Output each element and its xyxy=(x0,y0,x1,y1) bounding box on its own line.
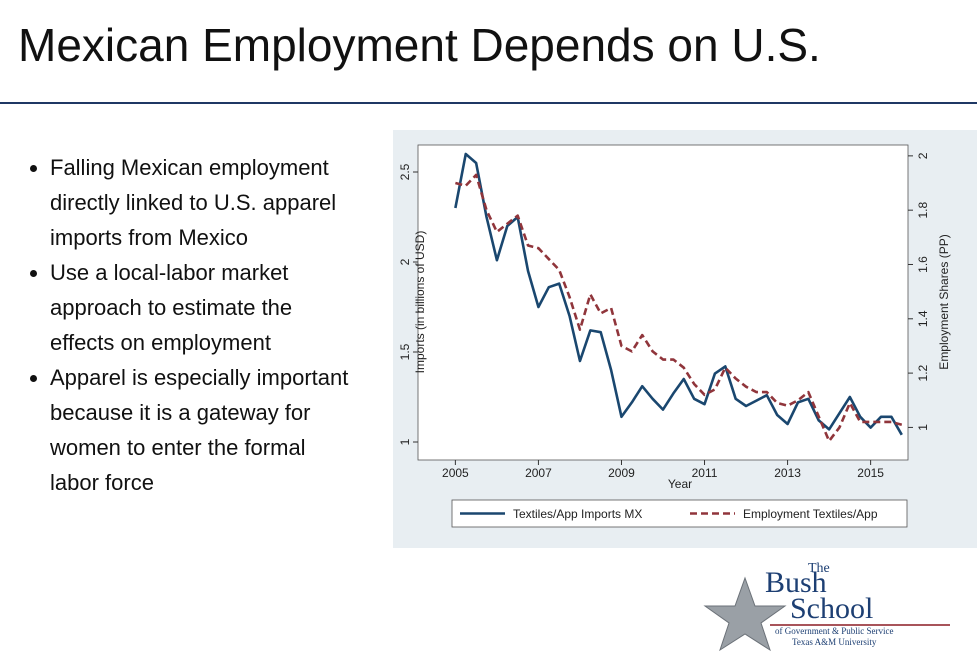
legend-label: Textiles/App Imports MX xyxy=(513,507,642,521)
x-tick-label: 2013 xyxy=(774,466,801,480)
y2-tick-label: 1.4 xyxy=(916,310,930,327)
logo-text: Texas A&M University xyxy=(792,637,877,647)
bullet: Falling Mexican employment directly link… xyxy=(50,150,352,255)
y2-tick-label: 1.2 xyxy=(916,364,930,381)
y2-tick-label: 1 xyxy=(916,424,930,431)
y-tick-label: 2 xyxy=(398,258,412,265)
y-axis-title: Imports (in billions of USD) xyxy=(413,231,427,374)
legend-box xyxy=(451,499,908,528)
y-tick-label: 2.5 xyxy=(398,163,412,180)
logo-text: Bush xyxy=(765,566,827,599)
bullet: Use a local-labor market approach to est… xyxy=(50,255,352,360)
y-tick-label: 1.5 xyxy=(398,343,412,360)
y2-tick-label: 2 xyxy=(916,152,930,159)
x-tick-label: 2015 xyxy=(857,466,884,480)
data-line xyxy=(455,173,903,443)
logo: The Bush School of Government & Public S… xyxy=(703,561,950,652)
logo-text: The xyxy=(808,561,830,576)
plot-area xyxy=(417,144,909,461)
y2-axis-title: Employment Shares (PP) xyxy=(937,234,951,369)
x-tick-label: 2009 xyxy=(608,466,635,480)
x-tick-label: 2011 xyxy=(692,466,718,480)
x-tick-label: 2005 xyxy=(442,466,469,480)
bullet-list: Falling Mexican employment directly link… xyxy=(22,150,352,500)
logo-text: of Government & Public Service xyxy=(775,626,893,636)
legend-label: Employment Textiles/App xyxy=(743,507,878,521)
logo-text: School xyxy=(790,592,873,625)
slide-title: Mexican Employment Depends on U.S. xyxy=(18,19,821,71)
logo-star xyxy=(703,576,787,652)
y2-tick-label: 1.8 xyxy=(916,202,930,219)
x-tick-label: 2007 xyxy=(525,466,552,480)
data-line xyxy=(454,152,903,436)
y-tick-label: 1 xyxy=(398,438,412,445)
title-rule xyxy=(0,102,977,104)
y2-tick-label: 1.6 xyxy=(916,256,930,273)
bullet: Apparel is especially important because … xyxy=(50,360,352,500)
x-axis-title: Year xyxy=(668,477,692,491)
